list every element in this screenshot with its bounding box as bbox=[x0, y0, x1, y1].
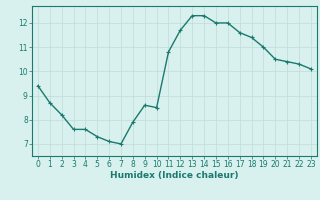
X-axis label: Humidex (Indice chaleur): Humidex (Indice chaleur) bbox=[110, 171, 239, 180]
